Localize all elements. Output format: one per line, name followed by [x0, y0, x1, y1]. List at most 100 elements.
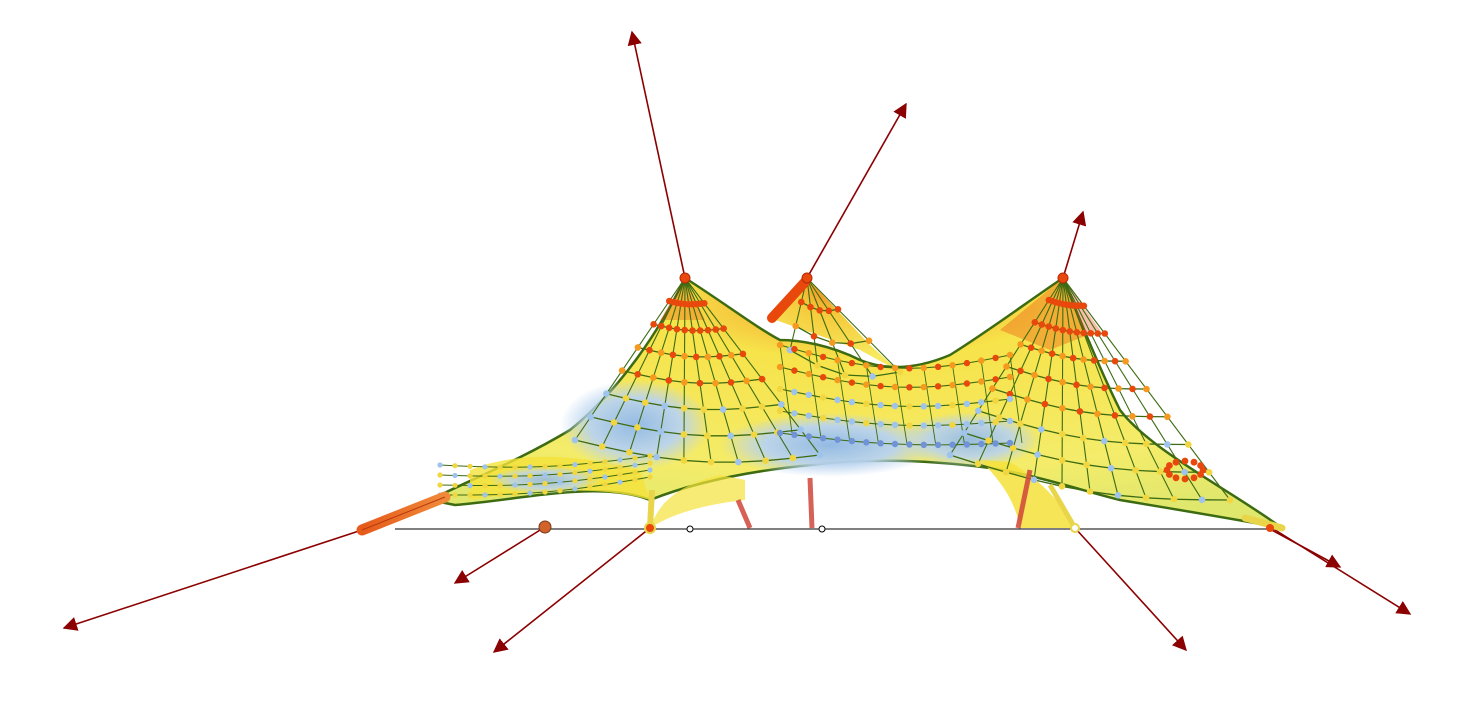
saddle-node — [877, 440, 884, 447]
left-wing-node — [572, 470, 578, 476]
right-peak-node — [1045, 323, 1053, 330]
left-peak-node — [646, 346, 653, 354]
right-peak-node — [1030, 476, 1038, 484]
back-peak-spoke — [806, 277, 901, 373]
saddle-node — [805, 433, 812, 440]
saddle-node — [805, 370, 812, 378]
back-peak-node — [792, 322, 799, 330]
mast-head — [1057, 272, 1069, 284]
saddle-node — [791, 345, 798, 353]
right-peak-node — [1101, 437, 1108, 445]
right-peak-node — [1017, 420, 1024, 428]
left-peak-node — [692, 353, 700, 361]
saddle-node — [819, 353, 827, 361]
right-peak-node — [1002, 468, 1010, 476]
right-peak-node — [1080, 356, 1087, 363]
saddle-node — [906, 384, 913, 391]
left-peak-node — [650, 321, 657, 328]
right-peak-node — [1038, 426, 1045, 433]
saddle-node — [834, 436, 841, 443]
left-peak-ring — [653, 323, 724, 332]
saddle-node — [920, 441, 927, 448]
left-peak-node — [701, 300, 708, 307]
reaction-arrow — [806, 102, 907, 279]
right-peak-node — [1059, 352, 1066, 360]
saddle-node — [992, 418, 999, 426]
left-peak-node — [778, 401, 785, 408]
left-peak-node — [707, 458, 715, 466]
saddle-node — [978, 440, 985, 448]
saddle-link — [980, 360, 994, 445]
left-peak-node — [700, 406, 707, 413]
left-wing-node — [602, 482, 608, 488]
left-peak-node — [681, 352, 688, 360]
saddle-link — [1009, 354, 1023, 444]
left-peak-spoke — [683, 277, 686, 461]
right-peak-node — [1017, 341, 1024, 348]
left-peak-node — [626, 449, 633, 456]
back-peak-node — [834, 306, 842, 313]
right-peak-node — [1076, 408, 1084, 415]
left-wing-node — [512, 464, 518, 470]
saddle-node — [934, 363, 942, 370]
left-wing-node — [497, 482, 503, 488]
left-wing-node — [467, 482, 473, 489]
left-peak-node — [598, 443, 606, 450]
left-wing-node — [512, 482, 518, 488]
left-peak-node — [650, 374, 657, 381]
left-peak-node — [634, 344, 642, 351]
saddle-node — [891, 383, 899, 391]
saddle-node — [1006, 351, 1014, 359]
back-peak-node — [810, 333, 818, 340]
left-wing-node — [437, 472, 443, 478]
left-peak-node — [704, 353, 712, 361]
right-peak-node — [1073, 381, 1080, 389]
right-peak-node — [1181, 468, 1188, 476]
mast-head — [801, 272, 813, 284]
reaction-arrow — [1074, 527, 1187, 652]
saddle-node — [877, 401, 884, 409]
saddle-node — [963, 380, 971, 387]
reaction-arrow — [62, 529, 363, 631]
saddle-link — [894, 367, 908, 445]
left-wing-node — [647, 474, 653, 480]
saddle-node — [934, 422, 942, 429]
left-peak-node — [653, 453, 660, 461]
edge-loop-node — [1181, 475, 1189, 483]
left-wing-node — [467, 463, 473, 469]
saddle-node — [848, 359, 856, 367]
saddle-node — [949, 362, 956, 369]
left-wing-node — [452, 482, 458, 488]
left-peak-node — [727, 379, 735, 386]
right-peak-node — [1101, 384, 1108, 392]
left-wing-node — [587, 484, 593, 490]
left-wing-node — [527, 481, 533, 487]
right-tie-tube — [1241, 514, 1286, 532]
left-wing-node — [572, 486, 578, 492]
saddle-node — [1006, 417, 1014, 425]
left-peak-node — [665, 324, 673, 332]
back-peak-node — [825, 307, 833, 315]
back-peak-node — [865, 337, 873, 345]
left-peak-node — [681, 326, 688, 334]
right-peak-node — [1080, 302, 1088, 310]
left-peak-node — [762, 457, 769, 465]
low-stress-zone — [560, 380, 710, 470]
left-peak-node — [704, 326, 712, 334]
saddle-node — [877, 363, 884, 371]
back-peak-node — [798, 298, 805, 306]
right-peak-node — [1164, 413, 1171, 421]
saddle-node — [791, 431, 798, 438]
left-wing-node — [632, 455, 638, 461]
left-peak-node — [743, 377, 750, 385]
saddle-node — [949, 381, 956, 389]
mast-head — [679, 272, 691, 284]
left-peak-node — [727, 432, 734, 440]
saddle-node — [963, 400, 971, 407]
left-wing-node — [557, 463, 563, 469]
left-peak-node — [712, 326, 720, 333]
right-peak-node — [996, 414, 1003, 421]
left-peak-node — [735, 458, 742, 466]
right-peak-node — [974, 460, 982, 468]
